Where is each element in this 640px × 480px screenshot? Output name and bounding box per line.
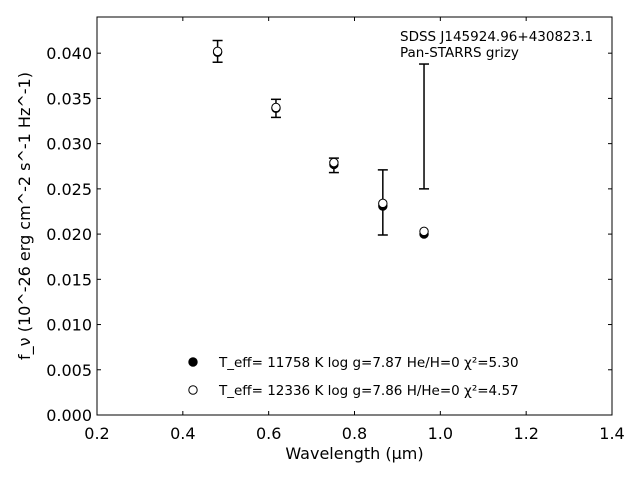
model-point-open <box>271 102 281 113</box>
x-tick-label: 1.4 <box>599 424 624 443</box>
legend-label: T_eff= 11758 K log g=7.87 He/H=0 χ²=5.30 <box>218 355 519 371</box>
data-points <box>212 46 429 239</box>
y-ticks: 0.000 0.005 0.010 0.015 0.020 0.025 0.030 0.035… <box>46 44 612 425</box>
y-tick-label: 0.000 <box>46 406 92 425</box>
error-bars <box>212 39 430 236</box>
y-tick-label: 0.030 <box>46 135 92 154</box>
y-tick-label: 0.010 <box>46 316 92 335</box>
annotation-object-name: SDSS J145924.96+430823.1 <box>400 29 593 45</box>
legend-marker <box>188 357 198 367</box>
model-point-open <box>378 198 388 209</box>
y-axis-label: f_ν (10^-26 erg cm^-2 s^-1 Hz^-1) <box>15 72 35 360</box>
y-tick-label: 0.035 <box>46 89 92 108</box>
y-tick-label: 0.025 <box>46 180 92 199</box>
x-tick-label: 0.8 <box>342 424 367 443</box>
x-tick-label: 1.0 <box>428 424 453 443</box>
legend: T_eff= 11758 K log g=7.87 He/H=0 χ²=5.30… <box>188 355 519 399</box>
legend-marker <box>188 385 198 395</box>
model-point-open <box>419 226 429 237</box>
y-tick-label: 0.020 <box>46 225 92 244</box>
x-tick-label: 0.4 <box>170 424 195 443</box>
x-tick-label: 0.6 <box>256 424 281 443</box>
x-ticks: 0.2 0.4 0.6 0.8 1.0 1.2 1.4 <box>84 17 625 443</box>
model-point-open <box>329 157 339 168</box>
y-tick-label: 0.005 <box>46 361 92 380</box>
x-axis-label: Wavelength (μm) <box>285 444 423 463</box>
legend-label: T_eff= 12336 K log g=7.86 H/He=0 χ²=4.57 <box>218 383 519 399</box>
y-tick-label: 0.040 <box>46 44 92 63</box>
x-tick-label: 0.2 <box>84 424 109 443</box>
model-point-open <box>212 46 223 57</box>
annotation-survey: Pan-STARRS grizy <box>400 45 519 61</box>
y-tick-label: 0.015 <box>46 270 92 289</box>
x-tick-label: 1.2 <box>513 424 538 443</box>
